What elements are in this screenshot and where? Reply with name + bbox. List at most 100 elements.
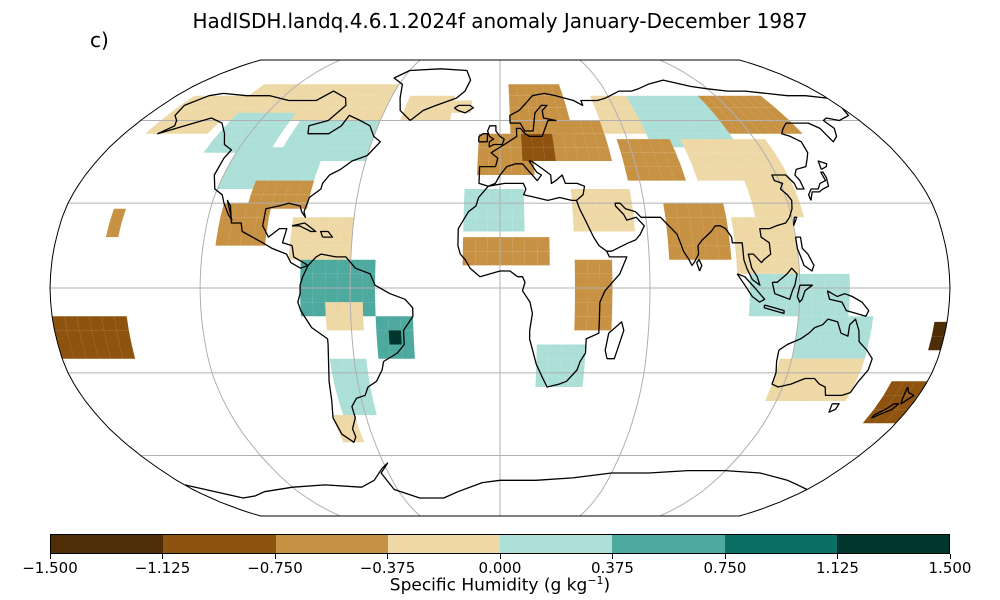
anomaly-cell [708,152,727,167]
anomaly-cell [812,273,825,288]
anomaly-cell [689,217,704,232]
anomaly-cell [604,107,620,121]
anomaly-cell [332,147,349,161]
anomaly-cell [348,95,366,108]
anomaly-cell [858,316,874,331]
anomaly-cell [312,273,326,288]
anomaly-cell [574,273,588,288]
anomaly-cell [679,231,693,246]
anomaly-cell [931,321,947,337]
anomaly-cell [536,358,549,373]
anomaly-cell [500,237,513,252]
anomaly-cell [283,133,302,148]
anomaly-cell [220,203,236,218]
anomaly-cell [659,120,678,134]
anomaly-cell [58,344,75,359]
anomaly-cell [223,161,243,175]
anomaly-cell [557,107,570,121]
anomaly-cell [516,84,527,96]
anomaly-cell [554,147,568,161]
anomaly-cell [776,358,792,373]
anomaly-cell [525,84,536,96]
anomaly-cell [440,107,453,121]
anomaly-cell [266,84,290,96]
globe-outline [49,59,951,517]
anomaly-cell [310,95,330,108]
anomaly-cell [717,245,732,260]
colorbar-tick-mark [49,554,51,559]
anomaly-cell [360,107,377,121]
anomaly-cell [741,152,761,167]
anomaly-cell [619,120,636,134]
anomaly-cell [245,125,267,140]
anomaly-cell [584,203,598,218]
anomaly-cell [512,203,525,218]
anomaly-cell [636,166,652,181]
anomaly-cell [896,395,919,410]
colorbar-tick-mark [837,554,838,559]
anomaly-cell [119,344,136,359]
anomaly-cell [703,166,721,181]
anomaly-cell [304,161,321,175]
colorbar-tick-mark [387,554,388,559]
anomaly-cell [256,125,277,140]
anomaly-cell [302,84,324,96]
anomaly-cell [718,107,740,121]
coastline [454,104,475,114]
coastline [457,185,628,388]
anomaly-cell [229,217,245,232]
anomaly-cell [337,259,351,274]
anomaly-cell [532,147,545,161]
anomaly-cell [762,288,775,303]
anomaly-cell [739,120,761,134]
anomaly-cell [400,107,415,121]
region-central-europe [520,133,556,161]
anomaly-cell [269,161,288,175]
anomaly-cell [642,152,659,167]
anomaly-cell [227,231,243,246]
anomaly-cell [214,139,235,153]
anomaly-cell [328,217,342,232]
anomaly-cell [670,95,690,108]
anomaly-cell [215,231,230,246]
anomaly-cell [837,273,850,288]
colorbar-tick-label: −0.750 [247,559,303,577]
coastlines [157,68,915,499]
colorbar-tick-label: −1.500 [22,559,78,577]
anomaly-cell [773,259,788,274]
anomaly-cell [315,133,333,148]
coastline [763,304,785,315]
anomaly-cell [414,95,429,108]
colorbar-tick-mark [499,554,501,559]
anomaly-cell [587,259,600,274]
anomaly-cell [94,344,111,359]
coastline [771,318,873,397]
colorbar-segment [51,535,164,553]
region-central-siberia [625,95,739,148]
anomaly-cell [543,147,556,161]
anomaly-cell [196,95,222,108]
anomaly-cell [699,203,715,218]
anomaly-cell [339,231,353,246]
anomaly-cell [715,166,733,181]
region-hawaii [105,208,126,238]
anomaly-cell [186,95,213,108]
colorbar-segment [275,535,388,553]
anomaly-cell [176,120,201,134]
anomaly-cell [210,107,235,121]
anomaly-cell [697,152,716,167]
anomaly-cell [518,95,529,108]
anomaly-cell [254,217,269,232]
anomaly-cell [320,147,338,161]
anomaly-cell [246,161,265,175]
anomaly-cell [272,95,294,108]
region-new-zealand [862,381,928,424]
anomaly-cell [500,147,512,161]
anomaly-cell [464,189,477,204]
anomaly-cell [362,288,376,303]
anomaly-cell [679,120,699,134]
anomaly-cell [220,107,244,121]
anomaly-cell [487,251,500,266]
anomaly-cell [302,231,316,246]
anomaly-cell [652,95,671,108]
